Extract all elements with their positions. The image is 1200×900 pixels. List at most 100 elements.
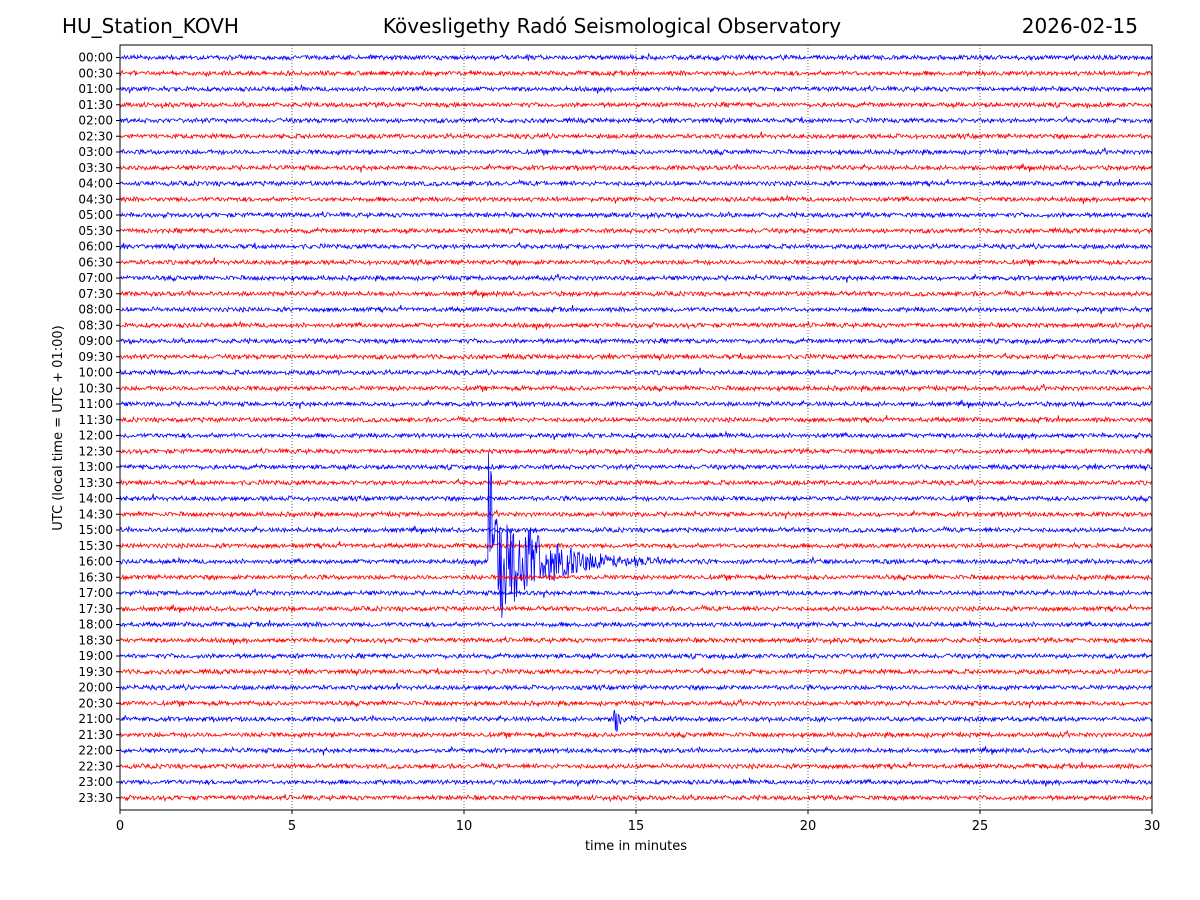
y-tick-label: 16:00 [78,555,113,569]
y-tick-label: 00:00 [78,51,113,65]
y-tick-label: 17:30 [78,602,113,616]
trace-2330 [119,793,1153,803]
trace-0400 [119,178,1153,188]
trace-2030 [119,698,1153,709]
trace-2100 [119,709,1153,732]
trace-0000 [119,52,1153,62]
y-tick-label: 02:30 [78,129,113,143]
y-tick-label: 22:00 [78,744,113,758]
trace-0930 [119,352,1153,361]
y-tick-label: 04:00 [78,177,113,191]
trace-0630 [119,257,1153,267]
trace-1800 [119,619,1153,629]
y-tick-label: 11:30 [78,413,113,427]
y-tick-label: 14:00 [78,492,113,506]
y-tick-label: 07:00 [78,271,113,285]
trace-1500 [119,525,1153,535]
trace-2230 [119,761,1153,771]
trace-1730 [119,604,1153,614]
trace-1600 [119,453,1153,618]
y-tick-label: 15:00 [78,523,113,537]
y-tick-label: 12:00 [78,429,113,443]
y-tick-label: 13:30 [78,476,113,490]
y-axis-label: UTC (local time = UTC + 01:00) [51,325,66,530]
trace-1000 [119,367,1153,377]
y-tick-label: 04:30 [78,192,113,206]
x-axis-label: time in minutes [585,839,687,854]
grid-lines [291,45,981,810]
y-tick-label: 07:30 [78,287,113,301]
trace-1400 [119,493,1153,503]
y-tick-label: 09:30 [78,350,113,364]
trace-0300 [119,147,1153,157]
y-tick-label: 11:00 [78,397,113,411]
y-tick-label: 19:30 [78,665,113,679]
trace-0500 [119,211,1153,220]
y-tick-label: 18:30 [78,633,113,647]
trace-1700 [119,588,1153,598]
trace-2130 [119,730,1153,740]
x-axis-ticks: 0 5 10 15 20 25 30 [116,810,1160,834]
y-tick-label: 18:00 [78,618,113,632]
trace-1830 [119,636,1153,645]
trace-0730 [119,289,1153,299]
y-tick-label: 00:30 [78,66,113,80]
seismic-traces [119,52,1153,803]
y-tick-label: 14:30 [78,507,113,521]
y-tick-label: 08:30 [78,318,113,332]
trace-2300 [119,776,1153,787]
trace-0430 [119,194,1153,204]
trace-0800 [119,304,1153,314]
y-tick-label: 23:00 [78,775,113,789]
trace-1030 [119,383,1153,393]
y-tick-label: 22:30 [78,759,113,773]
y-tick-label: 02:00 [78,114,113,128]
trace-1230 [119,447,1153,456]
x-tick-label: 15 [628,819,645,834]
trace-1900 [119,651,1153,661]
y-tick-label: 05:30 [78,224,113,238]
y-tick-label: 06:00 [78,240,113,254]
trace-0130 [119,100,1153,110]
x-tick-label: 10 [456,819,473,834]
y-tick-label: 17:00 [78,586,113,600]
trace-1200 [119,430,1153,441]
y-tick-label: 20:30 [78,696,113,710]
y-tick-label: 19:00 [78,649,113,663]
trace-0900 [119,336,1153,346]
trace-2200 [119,745,1153,756]
observatory-title: Kövesligethy Radó Seismological Observat… [382,14,842,38]
trace-0230 [119,131,1153,141]
date-label: 2026-02-15 [1021,14,1138,38]
y-tick-label: 10:30 [78,381,113,395]
trace-1330 [119,478,1153,487]
trace-0530 [119,226,1153,235]
trace-0330 [119,162,1153,173]
trace-0830 [119,320,1153,330]
x-tick-label: 25 [972,819,989,834]
trace-0700 [119,273,1153,283]
trace-0030 [119,68,1153,78]
x-tick-label: 0 [116,819,124,834]
y-tick-label: 21:00 [78,712,113,726]
y-tick-label: 08:00 [78,303,113,317]
trace-1930 [119,667,1153,676]
y-tick-label: 21:30 [78,728,113,742]
trace-0200 [119,116,1153,125]
y-tick-label: 05:00 [78,208,113,222]
x-tick-label: 5 [288,819,296,834]
y-tick-label: 03:30 [78,161,113,175]
y-tick-label: 10:00 [78,366,113,380]
trace-1130 [119,415,1153,424]
x-tick-label: 30 [1144,819,1161,834]
y-tick-label: 13:00 [78,460,113,474]
y-tick-label: 03:00 [78,145,113,159]
y-tick-label: 16:30 [78,570,113,584]
trace-1300 [119,462,1153,472]
y-tick-label: 23:30 [78,791,113,805]
y-tick-label: 15:30 [78,539,113,553]
y-tick-label: 06:30 [78,255,113,269]
y-tick-label: 12:30 [78,444,113,458]
